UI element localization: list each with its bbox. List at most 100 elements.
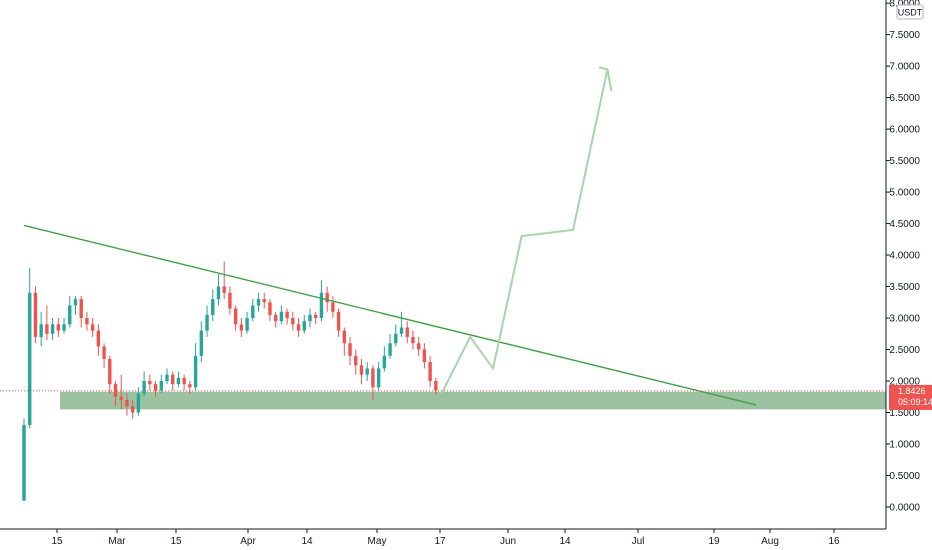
candle-body xyxy=(228,292,232,309)
candle-body xyxy=(233,308,238,325)
candle-body xyxy=(256,299,261,306)
support-zone xyxy=(60,391,886,410)
candle-body xyxy=(102,346,106,359)
time-tick-label: Jul xyxy=(632,536,645,547)
candle-body xyxy=(216,286,221,300)
price-tick-label: 1.0000 xyxy=(889,439,920,450)
candle-body xyxy=(371,368,375,388)
price-tick-label: 4.5000 xyxy=(889,219,920,230)
candle-body xyxy=(159,381,163,391)
price-tick-label: 7.0000 xyxy=(889,62,920,73)
candle-body xyxy=(90,324,95,331)
candle-body xyxy=(331,302,335,312)
candle-body xyxy=(302,321,306,331)
candle-body xyxy=(45,324,49,334)
candle-body xyxy=(314,314,318,319)
candle-body xyxy=(211,299,215,315)
time-axis[interactable]: 15 Mar 15 Apr 14 May 17 Jun 14 Jul 19 Aug 16 xyxy=(51,529,840,547)
candle-body xyxy=(319,292,324,319)
candle-body xyxy=(399,327,404,334)
candle-body xyxy=(268,302,272,315)
candle-body xyxy=(388,343,392,356)
candle-body xyxy=(193,355,198,388)
candle-body xyxy=(354,355,358,366)
candle-body xyxy=(28,292,32,426)
price-tick-label: 5.0000 xyxy=(889,188,920,199)
candle-body xyxy=(136,393,141,413)
candle-body xyxy=(188,384,192,388)
candle-body xyxy=(365,368,369,375)
candle-body xyxy=(251,305,255,319)
price-tick-label: 0.5000 xyxy=(889,471,920,482)
candle-body xyxy=(113,384,118,397)
unit-label: USDT xyxy=(898,8,923,18)
candle-body xyxy=(85,318,89,325)
candle-body xyxy=(376,368,381,388)
price-tick-label: 2.0000 xyxy=(889,377,920,388)
candle-body xyxy=(199,330,204,356)
price-tick-label: 6.5000 xyxy=(889,93,920,104)
time-tick-label: 14 xyxy=(301,536,313,547)
candle-body xyxy=(182,377,186,385)
candle-body xyxy=(411,336,415,344)
candle-body xyxy=(56,324,61,331)
time-tick-label: May xyxy=(368,536,387,547)
projection-path xyxy=(440,69,609,395)
candle-body xyxy=(394,333,398,344)
candle-body xyxy=(39,324,43,337)
candle-body xyxy=(79,299,83,319)
last-price-badge-bg xyxy=(889,384,932,410)
candle-body xyxy=(142,381,146,394)
candle-body xyxy=(382,355,387,369)
time-tick-label: 17 xyxy=(434,536,446,547)
descending-trendline xyxy=(23,224,757,406)
time-tick-label: Apr xyxy=(240,536,256,547)
last-price-badge: 1.8426 05:09:14 xyxy=(889,384,932,410)
candle-body xyxy=(73,299,78,306)
candle-body xyxy=(336,311,341,331)
candle-body xyxy=(205,314,209,331)
candle-body xyxy=(291,318,295,325)
candle-body xyxy=(153,384,158,391)
candle-body xyxy=(245,318,249,331)
candle-body xyxy=(222,286,226,293)
candle-body xyxy=(165,374,169,382)
candle-body xyxy=(325,292,329,303)
time-tick-label: Mar xyxy=(108,536,126,547)
candle-body xyxy=(50,324,55,334)
candle-body xyxy=(296,324,301,331)
unit-badge[interactable]: USDT xyxy=(896,4,924,20)
price-tick-label: 3.0000 xyxy=(889,314,920,325)
candle-body xyxy=(342,330,347,344)
candle-body xyxy=(428,362,432,382)
projection-arrowhead-icon xyxy=(598,66,613,92)
candle-body xyxy=(176,377,181,385)
candle-body xyxy=(62,324,66,331)
candle-body xyxy=(348,343,352,356)
candle-body xyxy=(125,399,129,407)
price-tick-label: 4.0000 xyxy=(889,251,920,262)
time-tick-label: Aug xyxy=(761,536,779,547)
candle-body xyxy=(434,381,438,391)
candle-body xyxy=(416,343,421,350)
price-tick-label: 2.5000 xyxy=(889,345,920,356)
candle-body xyxy=(359,365,364,375)
price-tick-label: 3.5000 xyxy=(889,282,920,293)
time-tick-label: 15 xyxy=(170,536,182,547)
price-tick-label: 1.5000 xyxy=(889,408,920,419)
candle-body xyxy=(308,314,312,322)
price-tick-label: 5.5000 xyxy=(889,156,920,167)
candle-body xyxy=(279,311,284,322)
candle-body xyxy=(33,292,38,337)
time-tick-label: 16 xyxy=(828,536,840,547)
candle-body xyxy=(148,381,152,385)
candle-body xyxy=(239,324,244,331)
price-tick-label: 0.0000 xyxy=(889,502,920,513)
candle-body xyxy=(22,425,26,501)
candle-body xyxy=(96,330,101,347)
candle-body xyxy=(119,396,123,400)
candle-body xyxy=(108,358,112,385)
time-tick-label: 15 xyxy=(51,536,63,547)
price-axis[interactable]: 0.0000 0.5000 1.0000 1.5000 2.0000 2.5000 3.00… xyxy=(886,0,920,513)
